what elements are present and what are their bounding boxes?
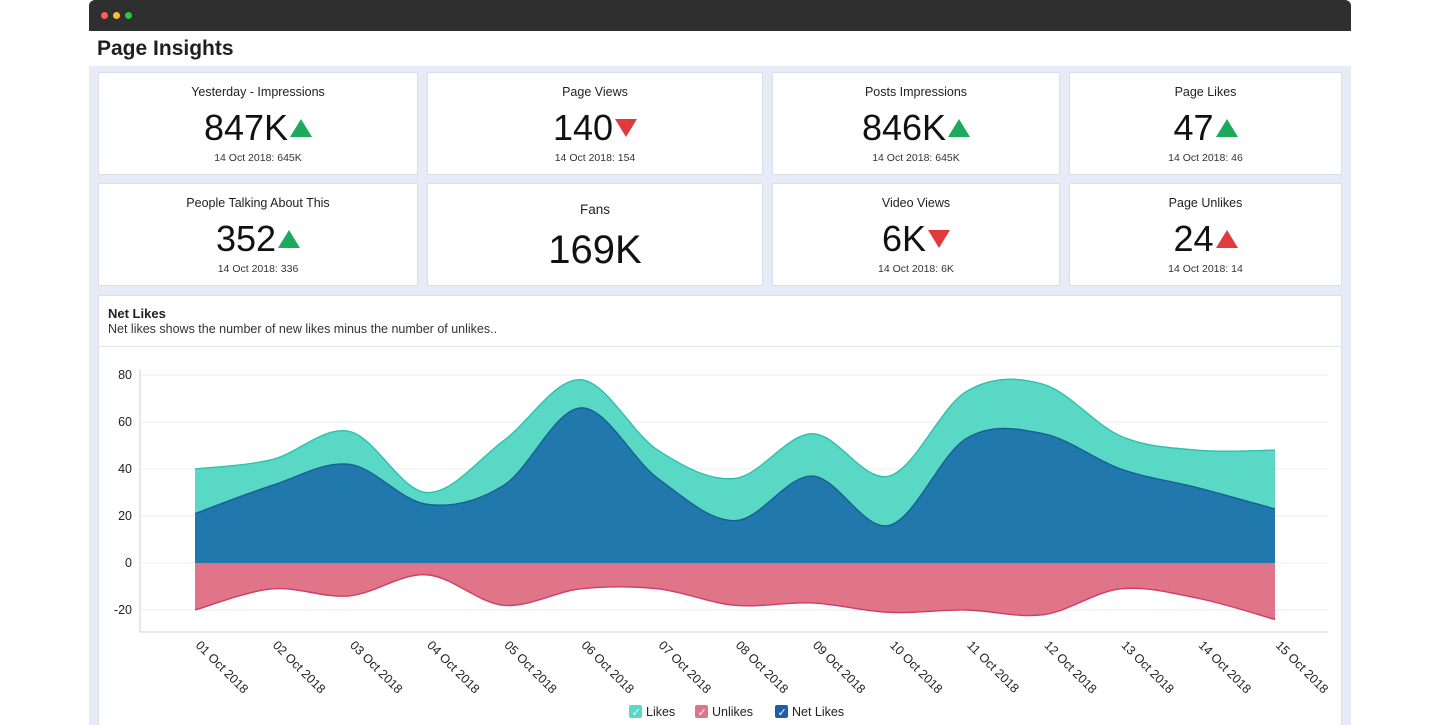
kpi-value: 47 <box>1173 107 1214 148</box>
kpi-card-fans[interactable]: Fans 169K <box>427 183 763 286</box>
kpi-title: Yesterday - Impressions <box>191 85 325 99</box>
kpi-comparison: 14 Oct 2018: 46 <box>1168 152 1243 164</box>
kpi-comparison: 14 Oct 2018: 6K <box>878 263 954 275</box>
kpi-value-row: 6K <box>773 218 1059 260</box>
kpi-value-row: 846K <box>773 107 1059 149</box>
kpi-title: Video Views <box>881 196 951 210</box>
kpi-comparison: 14 Oct 2018: 645K <box>872 152 960 164</box>
kpi-comparison: 14 Oct 2018: 336 <box>217 263 299 275</box>
y-tick-label: 80 <box>118 368 132 382</box>
y-tick-label: 40 <box>118 462 132 476</box>
minimize-window-button[interactable] <box>113 12 120 19</box>
x-tick-label: 06 Oct 2018 <box>579 638 637 696</box>
x-tick-label: 09 Oct 2018 <box>810 638 868 696</box>
checkmark-icon: ✓ <box>632 706 641 719</box>
kpi-comparison: 14 Oct 2018: 14 <box>1168 263 1243 275</box>
kpi-comparison: 14 Oct 2018: 154 <box>554 152 636 164</box>
x-tick-label: 01 Oct 2018 <box>193 638 251 696</box>
x-tick-label: 10 Oct 2018 <box>887 638 945 696</box>
maximize-window-button[interactable] <box>125 12 132 19</box>
kpi-comparison: 14 Oct 2018: 645K <box>214 152 302 164</box>
kpi-value-row: 47 <box>1070 107 1341 149</box>
kpi-title: Page Likes <box>1174 85 1237 99</box>
kpi-value-row: 24 <box>1070 218 1341 260</box>
triangle-up-icon <box>1215 119 1238 137</box>
triangle-down-icon <box>615 119 638 137</box>
x-tick-label: 15 Oct 2018 <box>1273 638 1331 696</box>
window-titlebar <box>89 0 1351 31</box>
kpi-value: 352 <box>215 218 277 259</box>
triangle-up-icon <box>1215 230 1238 248</box>
net-likes-series-line <box>194 407 1276 527</box>
legend-label: Net Likes <box>792 705 844 719</box>
x-tick-label: 12 Oct 2018 <box>1041 638 1099 696</box>
dashboard-content: Yesterday - Impressions 847K 14 Oct 2018… <box>89 66 1351 725</box>
close-window-button[interactable] <box>101 12 108 19</box>
kpi-value-row: 847K <box>99 107 417 149</box>
kpi-title: Page Unlikes <box>1168 196 1243 210</box>
kpi-card-page-unlikes[interactable]: Page Unlikes 24 14 Oct 2018: 14 <box>1069 183 1342 286</box>
x-tick-label: 08 Oct 2018 <box>733 638 791 696</box>
kpi-value: 24 <box>1173 218 1214 259</box>
checkmark-icon: ✓ <box>778 706 787 719</box>
net-likes-description: Net likes shows the number of new likes … <box>108 322 498 336</box>
net-likes-series-area <box>195 407 1275 563</box>
x-tick-label: 13 Oct 2018 <box>1119 638 1177 696</box>
kpi-card-posts-impressions[interactable]: Posts Impressions 846K 14 Oct 2018: 645K <box>772 72 1060 175</box>
kpi-card-page-views[interactable]: Page Views 140 14 Oct 2018: 154 <box>427 72 763 175</box>
x-tick-label: 11 Oct 2018 <box>964 638 1021 695</box>
x-tick-label: 14 Oct 2018 <box>1196 638 1254 696</box>
page-title: Page Insights <box>97 37 234 60</box>
triangle-up-icon <box>948 119 971 137</box>
kpi-value-row: 140 <box>428 107 762 149</box>
net-likes-chart[interactable]: 80 60 40 20 0 -20 01 Oct 2018 02 Oct 2018 03 Oct… <box>99 296 1341 725</box>
unlikes-series-line <box>194 574 1276 621</box>
x-tick-label: 05 Oct 2018 <box>501 638 559 696</box>
kpi-value: 847K <box>203 107 289 148</box>
panel-divider <box>99 346 1341 347</box>
y-tick-label: -20 <box>114 603 132 617</box>
kpi-title: People Talking About This <box>186 196 330 210</box>
kpi-value: 169K <box>548 228 642 272</box>
checkmark-icon: ✓ <box>698 706 707 719</box>
net-likes-title: Net Likes <box>108 306 166 321</box>
kpi-title: Posts Impressions <box>864 85 968 99</box>
x-tick-label: 02 Oct 2018 <box>270 638 328 696</box>
legend-label: Unlikes <box>712 705 753 719</box>
kpi-title: Page Views <box>562 85 628 99</box>
net-likes-panel: Net Likes Net likes shows the number of … <box>98 295 1342 725</box>
x-tick-label: 07 Oct 2018 <box>656 638 714 696</box>
triangle-down-icon <box>928 230 951 248</box>
kpi-title: Fans <box>579 202 610 217</box>
legend-swatch-likes <box>629 705 642 718</box>
kpi-card-yesterday-impressions[interactable]: Yesterday - Impressions 847K 14 Oct 2018… <box>98 72 418 175</box>
likes-series-line <box>194 378 1276 494</box>
app-window: Page Insights Yesterday - Impressions 84… <box>89 0 1351 725</box>
x-tick-label: 03 Oct 2018 <box>347 638 405 696</box>
unlikes-series-area <box>195 563 1275 620</box>
kpi-value: 140 <box>552 107 614 148</box>
legend-swatch-unlikes <box>695 705 708 718</box>
kpi-value: 846K <box>861 107 947 148</box>
kpi-value-row: 169K <box>428 226 762 274</box>
legend-label: Likes <box>646 705 675 719</box>
y-tick-label: 60 <box>118 415 132 429</box>
y-tick-label: 0 <box>125 556 132 570</box>
kpi-value-row: 352 <box>99 218 417 260</box>
kpi-card-people-talking[interactable]: People Talking About This 352 14 Oct 201… <box>98 183 418 286</box>
x-tick-label: 04 Oct 2018 <box>424 638 482 696</box>
kpi-card-page-likes[interactable]: Page Likes 47 14 Oct 2018: 46 <box>1069 72 1342 175</box>
legend-swatch-net-likes <box>775 705 788 718</box>
kpi-card-video-views[interactable]: Video Views 6K 14 Oct 2018: 6K <box>772 183 1060 286</box>
y-tick-label: 20 <box>118 509 132 523</box>
kpi-value: 6K <box>881 218 927 259</box>
triangle-up-icon <box>290 119 313 137</box>
triangle-up-icon <box>278 230 301 248</box>
